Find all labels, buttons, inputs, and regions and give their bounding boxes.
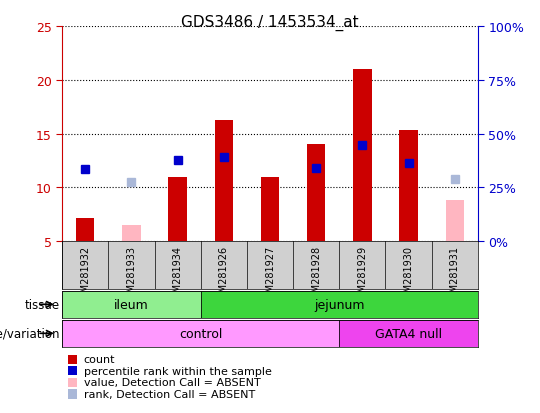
Bar — [62, 320, 339, 347]
Text: rank, Detection Call = ABSENT: rank, Detection Call = ABSENT — [84, 389, 255, 399]
Bar — [214, 120, 233, 242]
Text: GSM281934: GSM281934 — [173, 245, 183, 304]
Text: jejunum: jejunum — [314, 298, 364, 311]
Text: value, Detection Call = ABSENT: value, Detection Call = ABSENT — [84, 377, 260, 387]
Bar — [400, 131, 418, 242]
Text: GSM281931: GSM281931 — [450, 245, 460, 304]
Text: GSM281926: GSM281926 — [219, 245, 229, 304]
Text: GDS3486 / 1453534_at: GDS3486 / 1453534_at — [181, 14, 359, 31]
Text: GSM281928: GSM281928 — [311, 245, 321, 304]
Text: tissue: tissue — [24, 298, 59, 311]
Bar — [261, 177, 279, 242]
Text: GATA4 null: GATA4 null — [375, 327, 442, 340]
Bar — [353, 70, 372, 242]
Bar — [201, 291, 478, 318]
Bar — [62, 291, 201, 318]
Bar — [76, 218, 94, 242]
Text: GSM281927: GSM281927 — [265, 245, 275, 304]
Text: GSM281932: GSM281932 — [80, 245, 90, 304]
Bar — [122, 225, 140, 242]
Text: control: control — [179, 327, 222, 340]
Text: ileum: ileum — [114, 298, 149, 311]
Text: GSM281929: GSM281929 — [357, 245, 367, 304]
Text: genotype/variation: genotype/variation — [0, 327, 59, 340]
Bar — [446, 201, 464, 242]
Bar — [168, 177, 187, 242]
Bar — [307, 145, 326, 242]
Text: count: count — [84, 354, 115, 364]
Text: GSM281933: GSM281933 — [126, 245, 137, 304]
Text: percentile rank within the sample: percentile rank within the sample — [84, 366, 272, 376]
Bar — [339, 320, 478, 347]
Text: GSM281930: GSM281930 — [403, 245, 414, 304]
